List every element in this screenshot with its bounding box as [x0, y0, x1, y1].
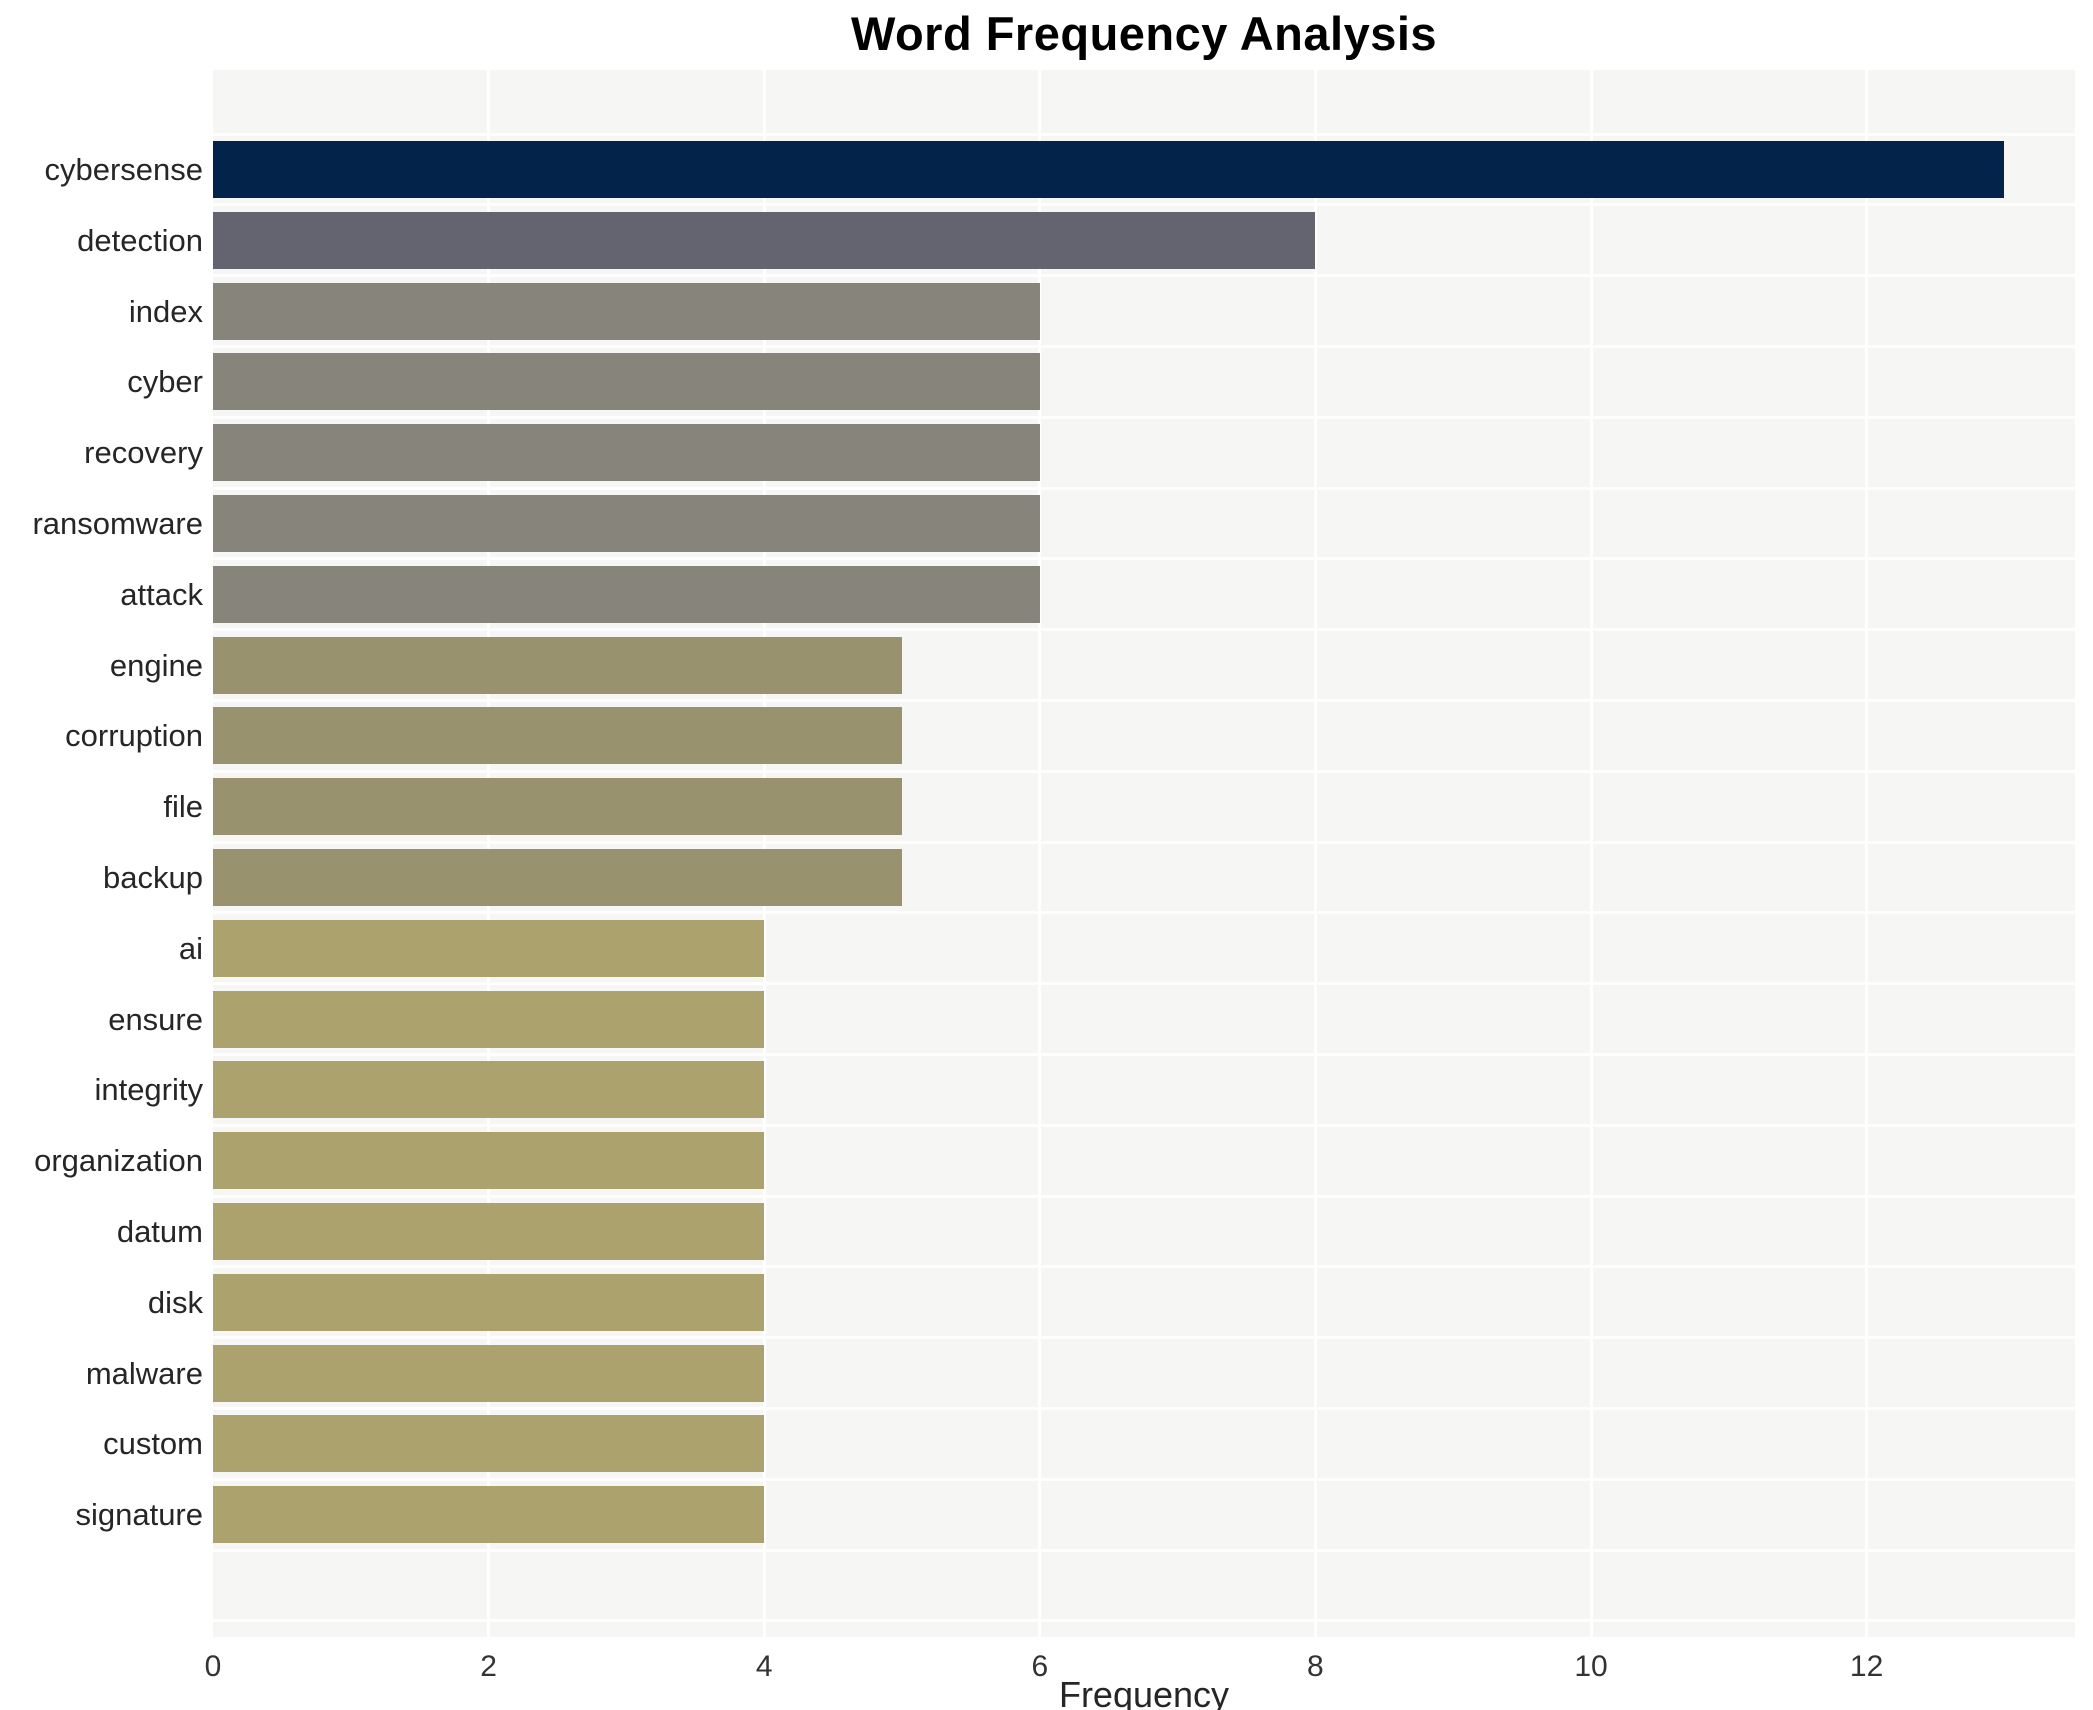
vertical-gridline — [1589, 70, 1593, 1637]
horizontal-gridline — [213, 840, 2075, 844]
x-tick-label-8: 8 — [1307, 1650, 1324, 1683]
bar-ransomware — [213, 494, 1040, 552]
bar-malware — [213, 1344, 765, 1402]
horizontal-gridline — [213, 415, 2075, 419]
horizontal-gridline — [213, 557, 2075, 561]
horizontal-gridline — [213, 1265, 2075, 1269]
horizontal-gridline — [213, 1406, 2075, 1410]
category-label-index: index — [128, 293, 203, 329]
horizontal-gridline — [213, 769, 2075, 773]
horizontal-gridline — [213, 1052, 2075, 1056]
category-label-custom: custom — [103, 1426, 203, 1462]
horizontal-gridline — [213, 1477, 2075, 1481]
vertical-gridline — [1313, 70, 1317, 1637]
bar-ensure — [213, 990, 765, 1048]
x-tick-label-0: 0 — [204, 1650, 222, 1683]
vertical-gridline — [1038, 70, 1042, 1637]
category-label-corruption: corruption — [65, 718, 203, 754]
horizontal-gridline — [213, 486, 2075, 490]
bar-attack — [213, 565, 1040, 623]
bar-ai — [213, 919, 765, 977]
horizontal-gridline — [213, 628, 2075, 632]
plot-panel — [213, 70, 2075, 1637]
horizontal-gridline — [213, 911, 2075, 915]
horizontal-gridline — [213, 698, 2075, 702]
bar-cybersense — [213, 140, 2005, 198]
category-label-cybersense: cybersense — [44, 151, 203, 187]
category-label-recovery: recovery — [84, 435, 203, 471]
bar-cyber — [213, 353, 1040, 411]
bar-recovery — [213, 424, 1040, 482]
x-tick-label-6: 6 — [1031, 1650, 1049, 1683]
category-label-ransomware: ransomware — [32, 505, 203, 541]
x-tick-label-2: 2 — [480, 1650, 497, 1683]
vertical-gridline — [1865, 70, 1869, 1637]
x-tick-label-12: 12 — [1849, 1650, 1884, 1683]
horizontal-gridline — [213, 1123, 2075, 1127]
category-label-cyber: cyber — [127, 364, 203, 400]
x-axis-title: Frequency — [1058, 1674, 1230, 1710]
bar-datum — [213, 1202, 765, 1260]
category-label-disk: disk — [147, 1284, 203, 1320]
bar-engine — [213, 636, 902, 694]
chart-title: Word Frequency Analysis — [850, 7, 1438, 60]
horizontal-gridline — [213, 1336, 2075, 1340]
category-label-ensure: ensure — [108, 1001, 203, 1037]
horizontal-gridline — [213, 203, 2075, 207]
bar-file — [213, 778, 902, 836]
horizontal-gridline — [213, 274, 2075, 278]
category-label-backup: backup — [103, 859, 203, 895]
horizontal-gridline — [213, 344, 2075, 348]
bar-detection — [213, 211, 1316, 269]
category-label-datum: datum — [116, 1213, 203, 1249]
category-label-organization: organization — [34, 1143, 203, 1179]
bar-integrity — [213, 1061, 765, 1119]
category-label-engine: engine — [109, 647, 203, 683]
bar-organization — [213, 1132, 765, 1190]
category-label-ai: ai — [178, 930, 203, 966]
category-label-file: file — [163, 789, 203, 825]
horizontal-gridline — [213, 1194, 2075, 1198]
bar-corruption — [213, 707, 902, 765]
x-tick-label-4: 4 — [755, 1650, 773, 1683]
category-label-signature: signature — [75, 1497, 203, 1533]
bar-custom — [213, 1415, 765, 1473]
bar-backup — [213, 848, 902, 906]
category-label-malware: malware — [85, 1355, 203, 1391]
bar-disk — [213, 1273, 765, 1331]
category-label-attack: attack — [120, 576, 203, 612]
horizontal-gridline — [213, 1548, 2075, 1552]
category-label-integrity: integrity — [94, 1072, 203, 1108]
horizontal-gridline — [213, 1619, 2075, 1623]
horizontal-gridline — [213, 982, 2075, 986]
horizontal-gridline — [213, 132, 2075, 136]
x-tick-label-10: 10 — [1574, 1650, 1608, 1683]
bar-index — [213, 282, 1040, 340]
category-label-detection: detection — [77, 222, 203, 258]
bar-signature — [213, 1486, 765, 1544]
